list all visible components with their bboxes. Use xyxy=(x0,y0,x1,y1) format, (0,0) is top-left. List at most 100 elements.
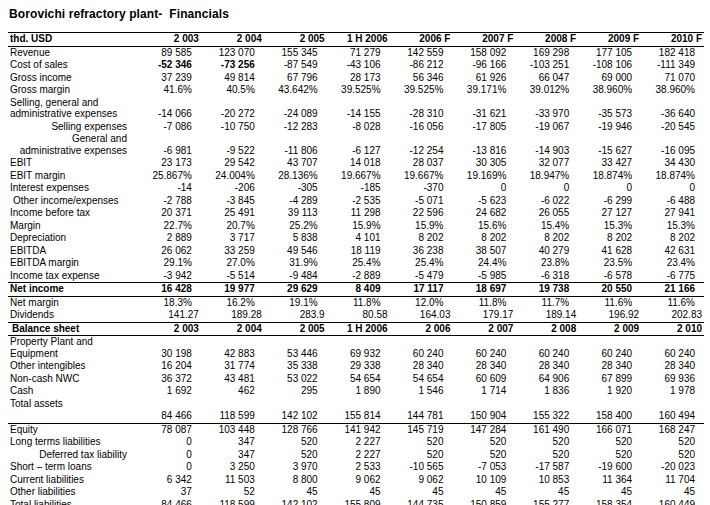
cell-2-004: 31 774 xyxy=(201,360,264,373)
cell-1-h-2006: -2 889 xyxy=(327,270,390,283)
cell-2009-f: -19 600 xyxy=(578,461,641,474)
cell-2-005: -305 xyxy=(264,182,327,195)
column-header-2006-f: 2006 F xyxy=(390,33,453,47)
table-header-row: thd. USD2 0032 0042 0051 H 20062006 F200… xyxy=(8,33,704,47)
cell-2-005: 53 022 xyxy=(264,373,327,386)
cell-2-005: 31.9% xyxy=(264,257,327,270)
row-label: Net margin xyxy=(8,296,138,309)
cell-2006-f xyxy=(390,398,453,411)
cell-2006-f: 45 xyxy=(390,486,453,499)
cell-2-004: 42 883 xyxy=(201,336,264,361)
cell-1-h-2006: -8 028 xyxy=(327,121,390,134)
row-label xyxy=(8,410,138,423)
cell-1-h-2006: 2 227 xyxy=(327,436,390,449)
cell-2008-f: 26 055 xyxy=(515,207,578,220)
row-label: Other intengibles xyxy=(8,360,138,373)
row-income-tax-expense: Income tax expense-3 942-5 514-9 484-2 8… xyxy=(8,270,704,283)
cell-2008-f: -6 022 xyxy=(515,195,578,208)
cell-2-005: 39 113 xyxy=(264,207,327,220)
cell-2-003: 84 466 xyxy=(138,410,201,423)
cell-2006-f: 15.9% xyxy=(390,220,453,233)
cell-2-003: 37 239 xyxy=(138,72,201,85)
row-gross-income: Gross income37 23949 81467 79628 17356 3… xyxy=(8,72,704,85)
cell-2007-f: 1 714 xyxy=(452,385,515,398)
cell-2-003: 25.867% xyxy=(138,170,201,183)
cell-1-h-2006: 54 654 xyxy=(327,373,390,386)
cell-2-003: 41.6% xyxy=(138,84,201,97)
cell-2009-f: 0 xyxy=(578,182,641,195)
cell-2-003: 0 xyxy=(138,449,201,462)
cell-2006-f: 9 062 xyxy=(390,474,453,487)
cell-1-h-2006: -14 155 xyxy=(327,97,390,121)
cell-2009-f: 520 xyxy=(578,449,641,462)
cell-2-005: 142 102 xyxy=(264,499,327,505)
cell-2006-f: -370 xyxy=(390,182,453,195)
cell-2-003: -3 942 xyxy=(138,270,201,283)
cell-2009-f: -35 573 xyxy=(578,97,641,121)
cell-2010-f: 21 166 xyxy=(641,283,704,297)
row-label: Total assets xyxy=(8,398,138,411)
cell-2007-f: 520 xyxy=(452,436,515,449)
cell-2006-f: 145 719 xyxy=(390,423,453,436)
row-cost-of-sales: Cost of sales-52 346-73 256-87 549-43 10… xyxy=(8,59,704,72)
cell-2-004: 118 599 xyxy=(201,499,264,505)
cell-2009-f: 177 105 xyxy=(578,46,641,59)
cell-2-005: -24 089 xyxy=(264,97,327,121)
cell-2009-f: 158 400 xyxy=(578,410,641,423)
cell-2009-f: 69 000 xyxy=(578,72,641,85)
cell-2-004: -10 750 xyxy=(201,121,264,134)
cell-2010-f: 42 631 xyxy=(641,245,704,258)
cell-2008-f: -6 318 xyxy=(515,270,578,283)
cell-2-004: 25 491 xyxy=(201,207,264,220)
cell-2006-f: -5 479 xyxy=(390,270,453,283)
cell-2-005: -87 549 xyxy=(264,59,327,72)
cell-2007-f: 150 859 xyxy=(452,499,515,505)
cell-2009-f: 38.960% xyxy=(578,84,641,97)
column-header-2010-f: 2010 F xyxy=(641,33,704,47)
cell-2006-f: 19.667% xyxy=(390,170,453,183)
cell-2010-f: 45 xyxy=(641,486,704,499)
row-label: EBIT xyxy=(8,157,138,170)
cell-2007-f: 179.17 xyxy=(452,309,515,322)
column-header-2-005: 2 005 xyxy=(264,33,327,47)
cell-2009-f: 158 354 xyxy=(578,499,641,505)
cell-2-003: -14 066 xyxy=(138,97,201,121)
row-label: Income before tax xyxy=(8,207,138,220)
cell-2-004: 103 448 xyxy=(201,423,264,436)
row-total-liabilities: Total liabilities84 466118 599142 102155… xyxy=(8,499,704,505)
cell-2-005: 35 338 xyxy=(264,360,327,373)
cell-2-003: 23 173 xyxy=(138,157,201,170)
row-non-cash-nwc: Non-cash NWC36 37243 48153 02254 65454 6… xyxy=(8,373,704,386)
cell-2-003: 20 371 xyxy=(138,207,201,220)
cell-2008-f: 60 240 xyxy=(515,336,578,361)
cell-2-004: -73 256 xyxy=(201,59,264,72)
row-label: EBIT margin xyxy=(8,170,138,183)
table-header: thd. USD2 0032 0042 0051 H 20062006 F200… xyxy=(8,33,704,47)
cell-2008-f: 18.947% xyxy=(515,170,578,183)
cell-2007-f: 0 xyxy=(452,182,515,195)
cell-2-003: 2 003 xyxy=(138,322,201,336)
row-label: Total liabilities xyxy=(8,499,138,505)
cell-2-005: 128 766 xyxy=(264,423,327,436)
cell-1-h-2006: 11.8% xyxy=(327,296,390,309)
cell-1-h-2006: 4 101 xyxy=(327,232,390,245)
cell-1-h-2006: 9 062 xyxy=(327,474,390,487)
cell-2010-f: 60 240 xyxy=(641,336,704,361)
row-short-term-loans: Short – term loans03 2503 9702 533-10 56… xyxy=(8,461,704,474)
row-net-income: Net income16 42819 97729 6298 40917 1171… xyxy=(8,283,704,297)
cell-2008-f: -103 251 xyxy=(515,59,578,72)
cell-1-h-2006: 15.9% xyxy=(327,220,390,233)
cell-2-005: 45 xyxy=(264,486,327,499)
cell-2-005: 2 005 xyxy=(264,322,327,336)
cell-2010-f: 15.3% xyxy=(641,220,704,233)
cell-2-004: 123 070 xyxy=(201,46,264,59)
row-label: Equity xyxy=(8,423,138,436)
cell-2009-f xyxy=(578,398,641,411)
cell-2007-f: -13 816 xyxy=(452,133,515,157)
row-label: Interest expenses xyxy=(8,182,138,195)
row-dividends: Dividends141.27189.28283.980.58164.03179… xyxy=(8,309,704,322)
row-label: Property Plant and Equipment xyxy=(8,336,138,361)
cell-2008-f: 32 077 xyxy=(515,157,578,170)
cell-1-h-2006: 141 942 xyxy=(327,423,390,436)
cell-2-003: 89 585 xyxy=(138,46,201,59)
